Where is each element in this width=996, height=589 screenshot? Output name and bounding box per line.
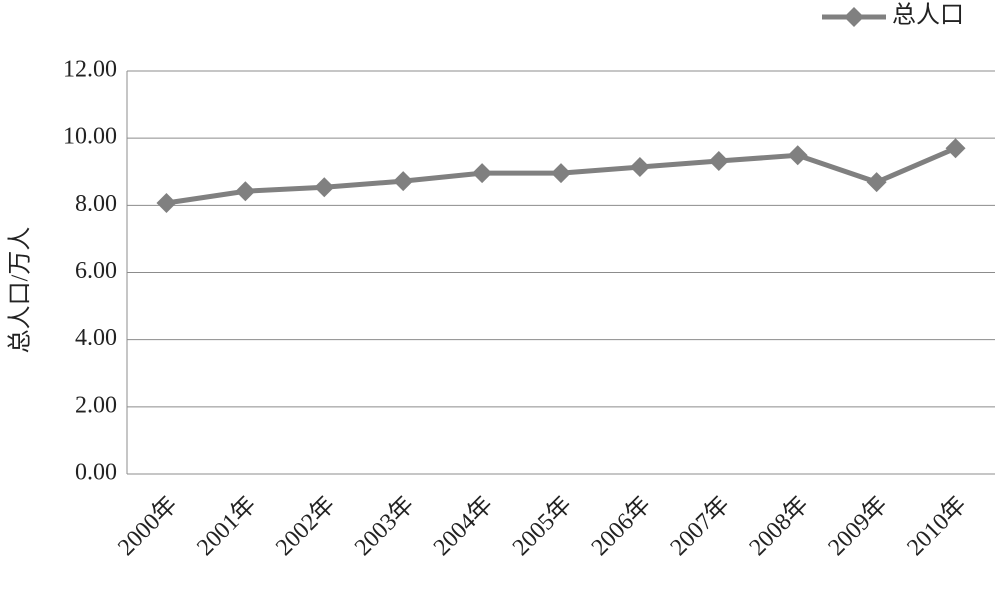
- y-axis-label: 总人口/万人: [7, 227, 34, 354]
- marker: [551, 163, 571, 184]
- y-tick-label: 12.00: [63, 57, 117, 83]
- marker: [156, 192, 177, 213]
- x-tick-label: 2010年: [902, 491, 972, 561]
- x-tick-label: 2008年: [744, 491, 814, 561]
- x-tick-label: 2009年: [823, 491, 893, 561]
- y-tick-label: 0.00: [75, 460, 117, 486]
- marker: [472, 163, 493, 184]
- x-tick-label: 2006年: [586, 491, 656, 561]
- x-tick-label: 2003年: [349, 491, 419, 561]
- marker: [629, 157, 650, 178]
- marker: [314, 177, 335, 198]
- x-tick-label: 2005年: [507, 491, 577, 561]
- x-tick-label: 2001年: [191, 491, 261, 561]
- marker: [866, 172, 887, 193]
- y-tick-label: 6.00: [75, 258, 117, 284]
- y-tick-label: 10.00: [63, 124, 117, 150]
- marker: [393, 171, 414, 192]
- marker: [945, 138, 966, 159]
- y-tick-label: 8.00: [75, 191, 117, 217]
- x-tick-label: 2000年: [113, 491, 183, 561]
- y-tick-label: 4.00: [75, 325, 117, 351]
- legend-label: 总人口: [892, 2, 964, 29]
- x-tick-label: 2002年: [270, 491, 340, 561]
- x-tick-label: 2007年: [665, 491, 735, 561]
- marker: [708, 151, 729, 172]
- legend-marker: [844, 7, 864, 27]
- marker: [787, 145, 808, 166]
- y-tick-label: 2.00: [75, 392, 117, 418]
- marker: [235, 181, 256, 202]
- x-tick-label: 2004年: [428, 491, 498, 561]
